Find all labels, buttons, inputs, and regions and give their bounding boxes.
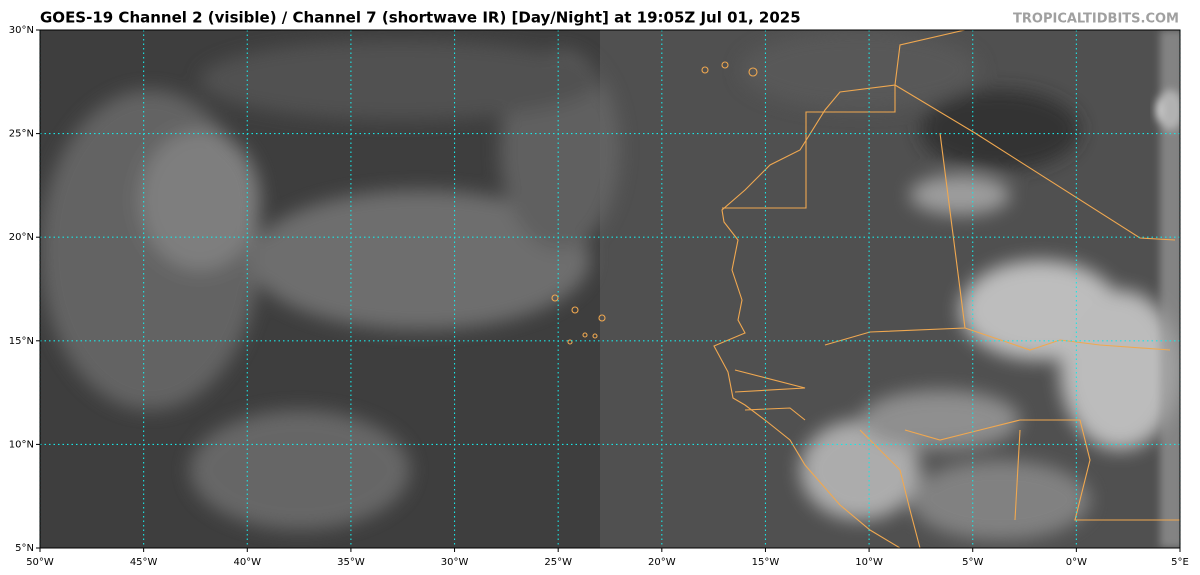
frame (39, 29, 1181, 549)
y-tick-label: 10°N (9, 439, 34, 450)
x-tick-label: 10°W (855, 557, 883, 568)
x-tick-label: 5°E (1171, 557, 1189, 568)
y-tick-label: 30°N (9, 25, 34, 36)
x-tick-label: 40°W (233, 557, 261, 568)
x-tick-label: 15°W (752, 557, 780, 568)
y-tick-label: 20°N (9, 232, 34, 243)
x-tick-label: 30°W (441, 557, 469, 568)
title: GOES-19 Channel 2 (visible) / Channel 7 … (40, 9, 801, 27)
satellite-image (40, 30, 1180, 548)
x-tick-label: 5°W (962, 557, 983, 568)
x-tick-label: 50°W (26, 557, 54, 568)
credit: TROPICALTIDBITS.COM (1013, 12, 1179, 27)
x-tick-label: 0°W (1066, 557, 1087, 568)
x-tick-label: 25°W (544, 557, 572, 568)
x-tick-label: 35°W (337, 557, 365, 568)
x-tick-label: 45°W (130, 557, 158, 568)
y-tick-label: 25°N (9, 129, 34, 140)
x-tick-label: 20°W (648, 557, 676, 568)
y-tick-label: 15°N (9, 336, 34, 347)
coastlines (551, 30, 1180, 548)
axis-labels: 50°W 45°W 40°W 35°W 30°W 25°W 20°W 15°W 10°W 5°W 0… (9, 25, 1189, 568)
y-tick-label: 5°N (15, 543, 34, 554)
